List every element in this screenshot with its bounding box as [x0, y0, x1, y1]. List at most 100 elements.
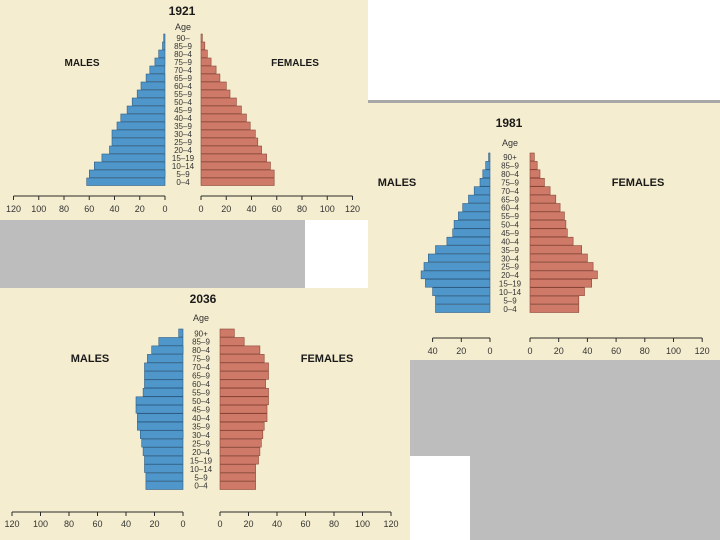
- age-label-1921: 85–9: [174, 42, 192, 51]
- title-2036: 2036: [190, 292, 217, 306]
- male-bar-1981: [488, 152, 491, 162]
- age-label-1981: 25–9: [501, 263, 519, 272]
- male-bar-2036: [145, 481, 184, 490]
- age-label-1981: 20–4: [501, 271, 519, 280]
- female-bar-1921: [200, 129, 256, 138]
- x-tick-label-1921: 120: [345, 204, 360, 214]
- x-tick-label-1981: 80: [640, 346, 650, 356]
- male-bar-2036: [135, 396, 184, 406]
- age-label-1921: 30–4: [174, 130, 192, 139]
- female-bar-1981: [529, 211, 565, 221]
- x-tick-label-1981: 60: [611, 346, 621, 356]
- age-label-2036: 15–19: [190, 456, 213, 465]
- x-tick-label-1981: 20: [554, 346, 564, 356]
- age-label-1921: 60–4: [174, 82, 192, 91]
- female-bar-1921: [200, 121, 251, 130]
- age-header-1981: Age: [502, 138, 518, 148]
- x-tick-label-2036: 40: [272, 519, 282, 529]
- x-tick-label-1921: 0: [198, 204, 203, 214]
- title-1981: 1981: [496, 116, 523, 130]
- age-label-1921: 5–9: [176, 170, 190, 179]
- female-bar-1981: [529, 152, 535, 162]
- female-bar-1981: [529, 262, 594, 271]
- female-bar-2036: [219, 455, 259, 465]
- age-label-2036: 80–4: [192, 346, 210, 355]
- x-tick-label-2036: 40: [121, 519, 131, 529]
- male-bar-1921: [145, 73, 166, 82]
- female-bar-1981: [529, 161, 538, 170]
- male-bar-2036: [178, 328, 184, 338]
- age-label-1921: 90–: [176, 34, 190, 43]
- male-bar-1921: [111, 129, 166, 138]
- males-label-2036: MALES: [71, 353, 110, 365]
- age-label-2036: 40–4: [192, 414, 210, 423]
- female-bar-1921: [200, 177, 275, 186]
- male-bar-1921: [89, 169, 166, 178]
- male-bar-1981: [482, 169, 491, 179]
- age-label-1981: 45–9: [501, 229, 519, 238]
- male-bar-1921: [158, 49, 166, 58]
- male-bar-1981: [452, 228, 491, 238]
- female-bar-2036: [219, 396, 269, 406]
- x-tick-label-2036: 80: [64, 519, 74, 529]
- age-label-2036: 85–9: [192, 338, 210, 347]
- female-bar-1921: [200, 33, 203, 42]
- x-tick-label-2036: 0: [217, 519, 222, 529]
- female-bar-1921: [200, 97, 237, 106]
- age-label-2036: 5–9: [194, 473, 208, 482]
- age-label-1921: 50–4: [174, 98, 192, 107]
- age-label-1981: 40–4: [501, 237, 519, 246]
- male-bar-1921: [136, 89, 166, 98]
- male-bar-2036: [144, 464, 184, 473]
- age-label-1981: 35–9: [501, 246, 519, 255]
- x-tick-label-1921: 20: [221, 204, 231, 214]
- male-bar-1921: [131, 97, 166, 106]
- male-bar-2036: [135, 404, 184, 414]
- age-label-1921: 40–4: [174, 114, 192, 123]
- female-bar-2036: [219, 387, 269, 397]
- female-bar-1921: [200, 145, 262, 154]
- male-bar-2036: [142, 447, 184, 456]
- female-bar-1921: [200, 41, 206, 50]
- female-bar-2036: [219, 421, 265, 431]
- female-bar-1981: [529, 245, 583, 254]
- female-bar-1921: [200, 65, 217, 74]
- females-label-1921: FEMALES: [271, 58, 319, 69]
- female-bar-2036: [219, 362, 269, 372]
- male-bar-1981: [427, 253, 491, 263]
- age-label-2036: 10–14: [190, 465, 213, 474]
- age-label-1981: 55–9: [501, 212, 519, 221]
- gray-block-right: [410, 360, 720, 456]
- female-bar-2036: [219, 430, 264, 439]
- x-tick-label-2036: 20: [149, 519, 159, 529]
- female-bar-2036: [219, 404, 268, 414]
- female-bar-1921: [200, 89, 231, 98]
- age-label-2036: 25–9: [192, 439, 210, 448]
- age-label-2036: 0–4: [194, 482, 208, 491]
- male-bar-1981: [462, 203, 491, 212]
- panel-2036: [0, 288, 410, 540]
- female-bar-1921: [200, 81, 227, 90]
- x-tick-label-1921: 60: [272, 204, 282, 214]
- age-label-1921: 10–14: [172, 162, 195, 171]
- age-label-1921: 75–9: [174, 58, 192, 67]
- female-bar-2036: [219, 464, 256, 473]
- age-header-1921: Age: [175, 22, 191, 32]
- female-bar-1981: [529, 287, 585, 296]
- age-label-1921: 70–4: [174, 66, 192, 75]
- male-bar-2036: [151, 345, 184, 355]
- age-label-1921: 80–4: [174, 50, 192, 59]
- male-bar-2036: [142, 387, 184, 397]
- x-tick-label-1981: 100: [666, 346, 681, 356]
- female-bar-2036: [219, 337, 245, 346]
- male-bar-1921: [140, 81, 166, 90]
- female-bar-1981: [529, 194, 557, 204]
- male-bar-2036: [147, 354, 184, 363]
- x-tick-label-2036: 0: [180, 519, 185, 529]
- age-label-1981: 90+: [503, 153, 517, 162]
- male-bar-1981: [423, 262, 491, 271]
- female-bar-1981: [529, 169, 541, 179]
- x-tick-label-1921: 100: [320, 204, 335, 214]
- age-label-1981: 15–19: [499, 280, 522, 289]
